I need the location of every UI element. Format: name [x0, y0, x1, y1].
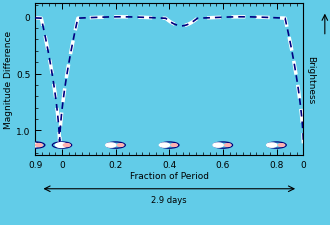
- Circle shape: [267, 143, 277, 148]
- Y-axis label: Brightness: Brightness: [306, 56, 315, 104]
- Y-axis label: Magnitude Difference: Magnitude Difference: [4, 31, 13, 129]
- Circle shape: [213, 143, 223, 148]
- X-axis label: Fraction of Period: Fraction of Period: [130, 171, 209, 180]
- Circle shape: [171, 144, 177, 147]
- Circle shape: [35, 144, 43, 147]
- Circle shape: [55, 143, 67, 148]
- Text: 2.9 days: 2.9 days: [151, 195, 187, 204]
- Circle shape: [106, 143, 116, 148]
- Circle shape: [159, 143, 170, 148]
- Circle shape: [278, 144, 284, 147]
- Circle shape: [117, 144, 124, 147]
- Circle shape: [224, 144, 231, 147]
- Circle shape: [26, 143, 38, 148]
- Circle shape: [63, 144, 70, 147]
